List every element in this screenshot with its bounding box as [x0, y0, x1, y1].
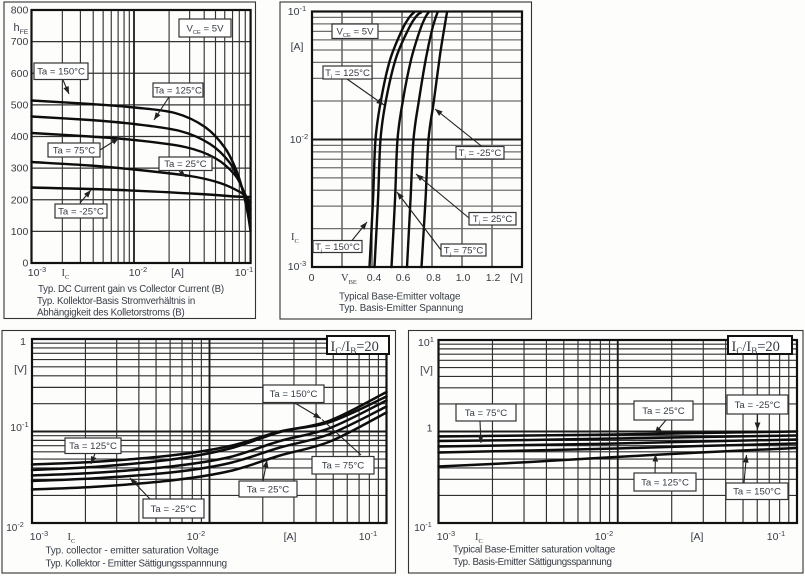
svg-text:Ta = -25°C: Ta = -25°C	[735, 400, 781, 411]
svg-text:Typical Base-Emitter voltage: Typical Base-Emitter voltage	[339, 292, 461, 303]
svg-text:Ta = 25°C: Ta = 25°C	[164, 159, 207, 170]
svg-text:[V]: [V]	[510, 272, 523, 284]
svg-text:IC/IB=20: IC/IB=20	[732, 339, 780, 356]
svg-text:10-1: 10-1	[288, 4, 306, 18]
svg-text:[A]: [A]	[691, 531, 704, 543]
svg-text:1: 1	[427, 423, 433, 435]
svg-text:Ta = 150°C: Ta = 150°C	[270, 389, 318, 400]
svg-text:Tj = 75°C: Tj = 75°C	[444, 245, 484, 258]
svg-text:Ta = 125°C: Ta = 125°C	[69, 441, 117, 452]
svg-text:VCE = 5V: VCE = 5V	[186, 23, 224, 36]
svg-text:[V]: [V]	[420, 365, 433, 377]
svg-text:Typ. Basis-Emitter Sättigungss: Typ. Basis-Emitter Sättigungsspannung	[453, 557, 612, 568]
svg-text:Ta = -25°C: Ta = -25°C	[151, 504, 197, 515]
svg-text:200: 200	[11, 194, 29, 206]
svg-text:Ta = -25°C: Ta = -25°C	[58, 206, 104, 217]
svg-text:IC: IC	[475, 532, 483, 545]
svg-text:Ta = 125°C: Ta = 125°C	[641, 477, 689, 488]
svg-text:Typ. Kollektor - Emitter Sätti: Typ. Kollektor - Emitter Sättigungsspann…	[46, 559, 227, 570]
svg-text:Ta = 75°C: Ta = 75°C	[322, 461, 365, 472]
svg-text:0.4: 0.4	[367, 272, 382, 284]
svg-text:10-2: 10-2	[6, 520, 24, 534]
svg-text:101: 101	[418, 335, 434, 349]
svg-text:800: 800	[11, 5, 29, 17]
svg-text:10-2: 10-2	[290, 132, 308, 146]
svg-text:Typ. DC Current gain vs Collec: Typ. DC Current gain vs Collector Curren…	[38, 284, 224, 295]
svg-text:700: 700	[11, 36, 29, 48]
svg-text:[A]: [A]	[171, 267, 184, 279]
svg-text:Typ. Kollektor-Basis Stromverh: Typ. Kollektor-Basis Stromverhältnis in	[37, 296, 195, 307]
svg-text:Ta = 75°C: Ta = 75°C	[53, 145, 96, 156]
svg-text:10-1: 10-1	[235, 265, 253, 279]
svg-text:Typ. collector - emitter satur: Typ. collector - emitter saturation Volt…	[46, 546, 220, 557]
svg-text:600: 600	[11, 68, 29, 80]
svg-text:IC/IB=20: IC/IB=20	[331, 339, 379, 356]
svg-text:IC: IC	[291, 232, 299, 245]
svg-text:[V]: [V]	[14, 364, 27, 376]
svg-text:[A]: [A]	[291, 41, 304, 53]
svg-text:1: 1	[20, 336, 26, 348]
svg-text:Typ. Basis-Emitter Spannung: Typ. Basis-Emitter Spannung	[339, 303, 463, 314]
svg-text:Tj = -25°C: Tj = -25°C	[459, 148, 502, 161]
svg-text:Ta = 150°C: Ta = 150°C	[37, 67, 85, 78]
svg-text:IC: IC	[68, 532, 76, 545]
svg-text:VBE: VBE	[341, 273, 357, 286]
svg-text:10-1: 10-1	[10, 420, 28, 434]
svg-text:10-1: 10-1	[767, 529, 785, 543]
svg-text:1.0: 1.0	[456, 272, 471, 284]
svg-text:Typical Base-Emitter saturatio: Typical Base-Emitter saturation voltage	[453, 545, 616, 556]
svg-text:Ta = 25°C: Ta = 25°C	[642, 406, 685, 417]
svg-text:Ta = 150°C: Ta = 150°C	[733, 487, 781, 498]
svg-text:hFE: hFE	[14, 22, 29, 36]
svg-text:10-2: 10-2	[129, 265, 147, 279]
svg-text:10-2: 10-2	[187, 529, 205, 543]
svg-text:Tj = 150°C: Tj = 150°C	[315, 242, 360, 255]
svg-text:Ta = 75°C: Ta = 75°C	[465, 408, 508, 419]
svg-text:0: 0	[22, 258, 28, 270]
svg-text:10-3: 10-3	[437, 529, 455, 543]
svg-text:0: 0	[309, 272, 315, 284]
svg-text:100: 100	[11, 226, 29, 238]
svg-text:VCE = 5V: VCE = 5V	[336, 27, 374, 40]
svg-text:10-3: 10-3	[30, 529, 48, 543]
svg-text:0.8: 0.8	[426, 272, 441, 284]
svg-text:400: 400	[11, 131, 29, 143]
svg-text:10-1: 10-1	[414, 520, 432, 534]
svg-text:0.6: 0.6	[396, 272, 411, 284]
svg-text:Ta = 125°C: Ta = 125°C	[154, 85, 202, 96]
svg-text:Abhängigkeit des Kolletorstrom: Abhängigkeit des Kolletorstroms (B)	[37, 308, 185, 319]
svg-text:300: 300	[11, 163, 29, 175]
svg-text:[A]: [A]	[284, 531, 297, 543]
svg-text:Tj = 125°C: Tj = 125°C	[325, 68, 370, 81]
svg-text:500: 500	[11, 99, 29, 111]
svg-text:IC: IC	[62, 268, 70, 281]
svg-text:1.2: 1.2	[486, 272, 501, 284]
svg-text:Tj = 25°C: Tj = 25°C	[473, 214, 513, 227]
svg-text:10-2: 10-2	[595, 529, 613, 543]
svg-text:10-1: 10-1	[359, 529, 377, 543]
svg-text:10-3: 10-3	[28, 265, 46, 279]
svg-text:Ta = 25°C: Ta = 25°C	[247, 484, 290, 495]
svg-text:10-3: 10-3	[288, 259, 306, 273]
